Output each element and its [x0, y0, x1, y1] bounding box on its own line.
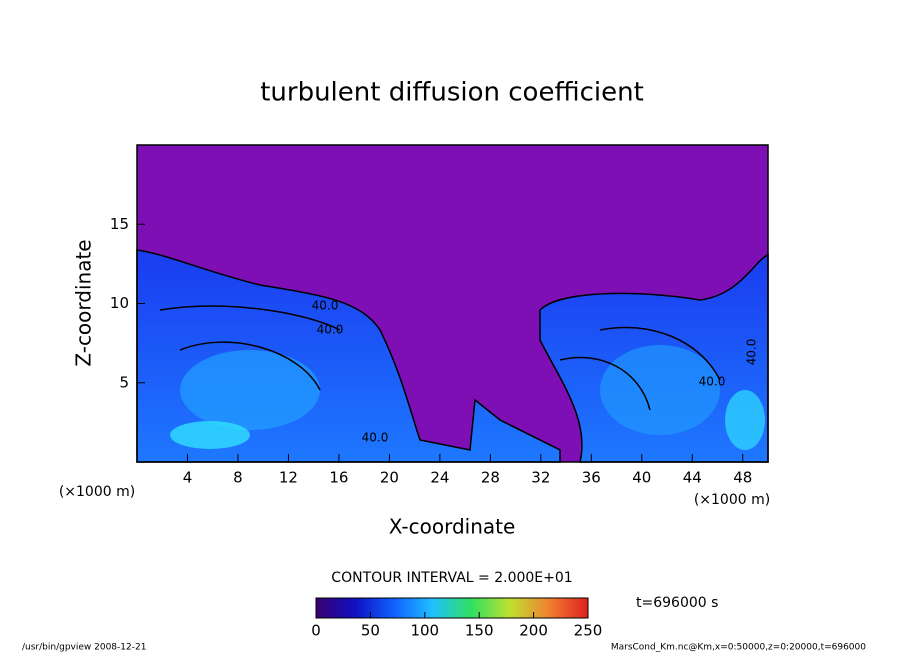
x-tick-label: 8	[233, 469, 243, 487]
x-tick-label: 28	[481, 469, 500, 487]
colorbar-tick-label: 200	[519, 622, 548, 640]
contour-label: 40.0	[317, 323, 344, 337]
colorbar-tick-label: 150	[465, 622, 494, 640]
field-patch	[725, 390, 765, 450]
x-tick-label: 16	[329, 469, 348, 487]
colorbar	[315, 597, 589, 619]
contour-line	[159, 305, 721, 411]
contour-interval: CONTOUR INTERVAL = 2.000E+01	[331, 570, 572, 586]
footer-left: /usr/bin/gpview 2008-12-21	[22, 643, 146, 653]
colorbar-tick-label: 100	[410, 622, 439, 640]
contour-label: 40.0	[745, 339, 759, 366]
x-unit-label: (×1000 m)	[694, 492, 770, 508]
x-tick-label: 44	[683, 469, 702, 487]
x-tick-label: 40	[632, 469, 651, 487]
contour-label: 40.0	[362, 431, 389, 445]
colorbar-tick-label: 0	[311, 622, 321, 640]
x-tick-label: 12	[279, 469, 298, 487]
x-tick-label: 48	[733, 469, 752, 487]
x-tick-label: 24	[430, 469, 449, 487]
field-patch	[180, 350, 320, 430]
chart-title: turbulent diffusion coefficient	[260, 78, 644, 108]
x-tick-label: 36	[582, 469, 601, 487]
footer-right: MarsCond_Km.nc@Km,x=0:50000,z=0:20000,t=…	[611, 643, 866, 653]
time-label: t=696000 s	[636, 595, 718, 611]
y-axis-title: Z-coordinate	[72, 239, 96, 366]
x-axis-title: X-coordinate	[389, 515, 516, 539]
x-tick-label: 4	[183, 469, 193, 487]
colorbar-tick-label: 250	[574, 622, 603, 640]
contour-label: 40.0	[312, 299, 339, 313]
x-tick-label: 20	[380, 469, 399, 487]
y-tick-label: 5	[119, 373, 129, 391]
contour-label: 40.0	[699, 375, 726, 389]
x-tick-label: 32	[531, 469, 550, 487]
y-tick-label: 15	[110, 215, 129, 233]
field	[136, 145, 769, 463]
x-unit-label: (×1000 m)	[59, 484, 135, 500]
field-patch	[600, 345, 720, 435]
field-patch	[170, 421, 250, 449]
y-tick-label: 10	[110, 294, 129, 312]
colorbar-tick-label: 50	[361, 622, 380, 640]
